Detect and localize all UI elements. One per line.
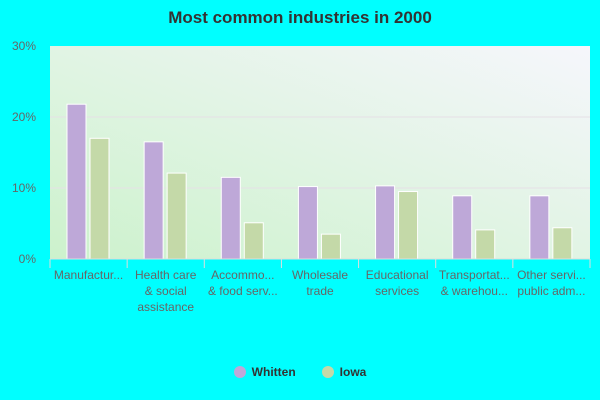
bar-iowa <box>475 229 496 260</box>
x-tick-label: assistance <box>137 300 194 314</box>
bar-whitten <box>529 195 550 260</box>
legend-label: Iowa <box>339 365 367 379</box>
bar-whitten <box>66 103 87 260</box>
y-tick-label: 0% <box>19 252 37 266</box>
x-tick-label: trade <box>306 284 334 298</box>
bar-iowa <box>320 233 341 260</box>
legend-item-whitten: Whitten <box>233 365 296 379</box>
x-tick-label: Transportat... <box>439 268 510 282</box>
x-tick-label: Accommo... <box>211 268 274 282</box>
y-tick-label: 30% <box>12 39 36 53</box>
bar-whitten <box>143 141 164 260</box>
legend-label: Whitten <box>251 365 296 379</box>
bar-whitten <box>375 185 396 260</box>
x-tick-label: & food serv... <box>208 284 278 298</box>
x-tick-label: & warehou... <box>441 284 508 298</box>
x-tick-label: Educational <box>366 268 429 282</box>
legend-swatch <box>233 366 246 378</box>
chart-title: Most common industries in 2000 <box>168 8 432 27</box>
x-tick-label: services <box>375 284 419 298</box>
bar-iowa <box>552 227 573 260</box>
bar-iowa <box>243 222 264 260</box>
x-tick-label: & social <box>145 284 187 298</box>
y-tick-label: 20% <box>12 110 36 124</box>
bar-whitten <box>297 186 318 260</box>
bar-iowa <box>398 191 419 260</box>
bar-iowa <box>89 137 110 260</box>
bar-whitten <box>452 195 473 260</box>
x-tick-label: Manufactur... <box>54 268 123 282</box>
legend: Whitten Iowa <box>0 365 600 379</box>
x-tick-label: Wholesale <box>292 268 348 282</box>
legend-item-iowa: Iowa <box>321 365 367 379</box>
x-tick-label: Other servi... <box>517 268 586 282</box>
x-tick-label: public adm... <box>517 284 585 298</box>
plot-area <box>50 46 590 259</box>
legend-swatch <box>321 366 334 378</box>
x-tick-label: Health care <box>135 268 197 282</box>
y-tick-label: 10% <box>12 181 36 195</box>
bar-iowa <box>166 172 187 260</box>
bar-whitten <box>220 176 241 260</box>
